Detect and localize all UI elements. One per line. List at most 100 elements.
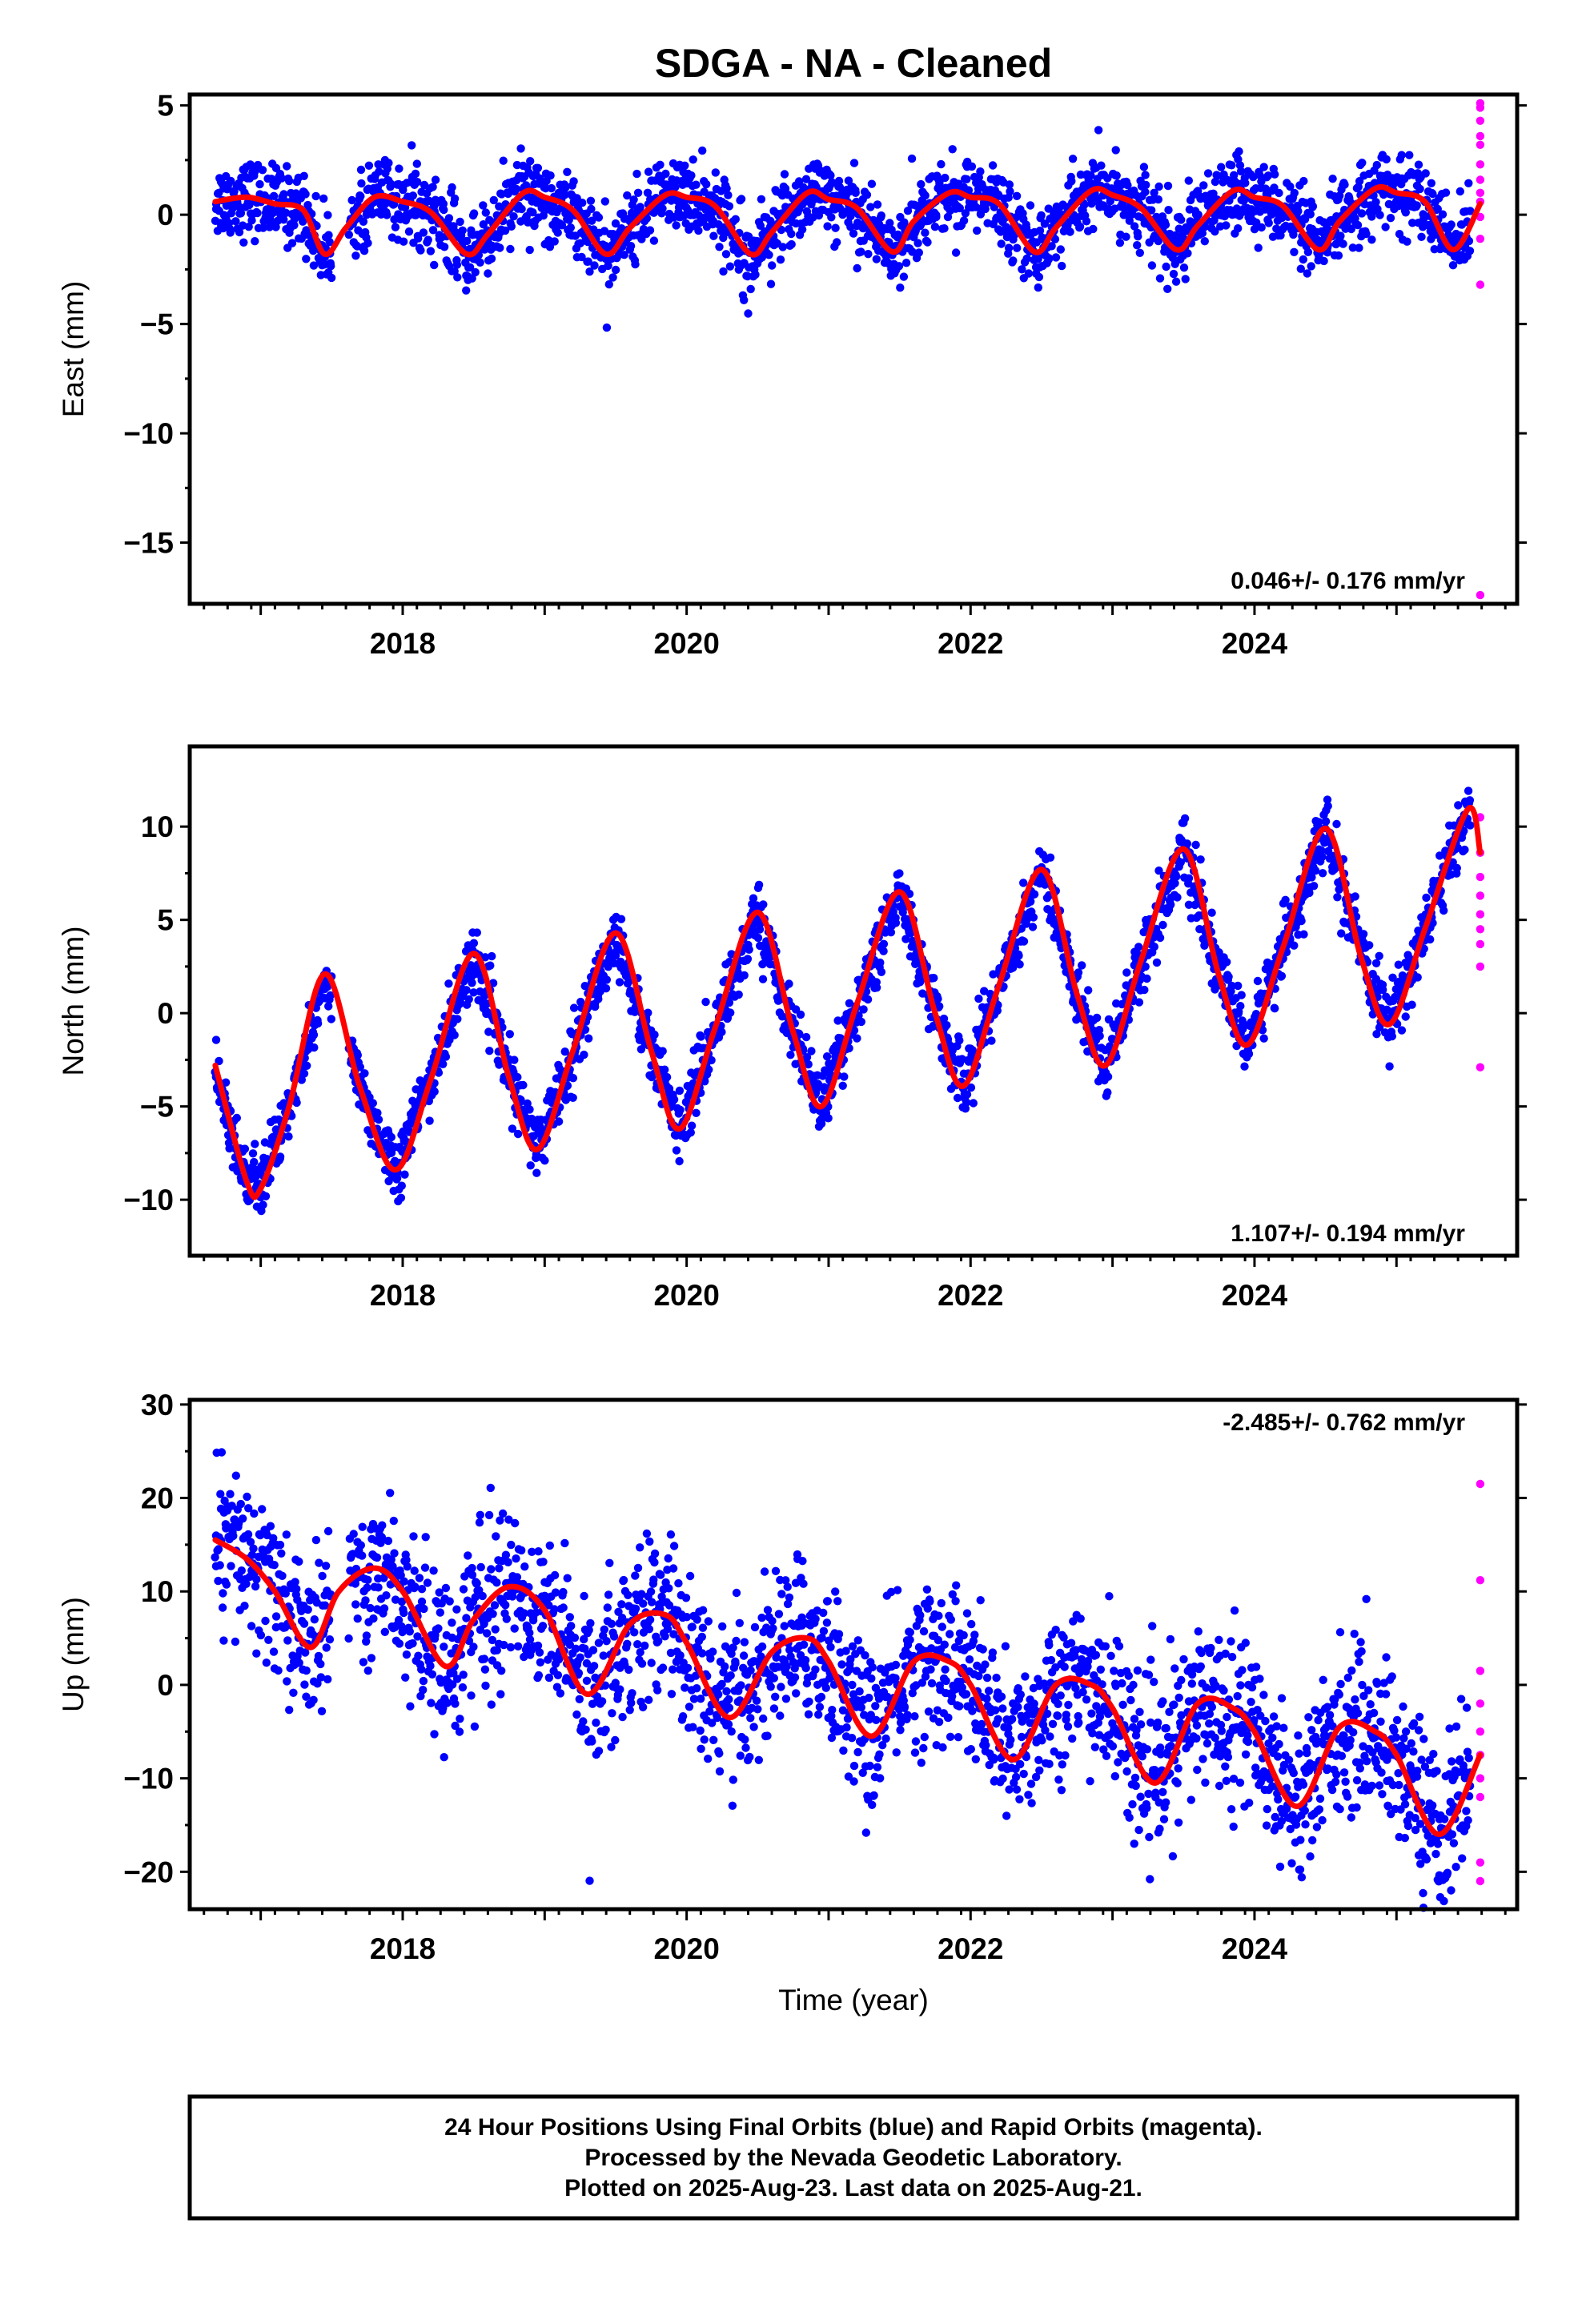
east-final-point <box>526 157 535 166</box>
x-tick-label: 2018 <box>370 627 436 660</box>
north-final-point <box>734 990 743 999</box>
north-final-point <box>1371 959 1381 968</box>
y-tick-label: 5 <box>157 90 174 123</box>
north-final-point <box>822 1052 832 1061</box>
north-final-point <box>353 1051 362 1059</box>
east-final-point <box>1135 248 1145 257</box>
east-rapid-point <box>1476 140 1485 149</box>
east-final-point <box>344 230 353 239</box>
east-final-point <box>698 146 707 155</box>
east-final-point <box>981 204 990 214</box>
east-final-point <box>1303 247 1313 256</box>
east-final-point <box>997 239 1006 248</box>
east-final-point <box>303 200 312 210</box>
north-final-point <box>872 983 881 992</box>
east-final-point <box>1405 151 1414 159</box>
north-final-point <box>505 1030 514 1039</box>
east-final-point <box>1421 169 1430 178</box>
up-final-point <box>222 1580 231 1589</box>
east-rapid-point <box>1476 188 1485 197</box>
north-final-point <box>1385 1062 1394 1071</box>
east-final-point <box>864 250 873 259</box>
east-final-point <box>1367 235 1376 244</box>
east-final-point <box>424 235 432 244</box>
east-final-point <box>283 162 291 171</box>
up-final-point <box>219 1589 227 1598</box>
east-final-point <box>1438 210 1447 219</box>
north-rapid-point <box>1476 962 1485 971</box>
east-final-point <box>644 167 653 176</box>
east-final-point <box>255 179 264 189</box>
north-final-point <box>662 1072 672 1082</box>
north-final-point <box>1028 923 1038 931</box>
east-final-point <box>440 243 449 251</box>
east-final-point <box>834 176 844 186</box>
east-final-point <box>1162 262 1170 271</box>
north-final-point <box>510 1055 519 1064</box>
up-final-point <box>302 1692 311 1701</box>
east-rapid-point <box>1476 280 1485 289</box>
east-final-point <box>479 220 488 229</box>
east-final-point <box>1066 227 1074 236</box>
east-final-point <box>722 184 731 193</box>
east-final-point <box>235 227 244 237</box>
east-final-point <box>481 208 490 217</box>
east-final-point <box>602 323 612 332</box>
up-final-point <box>318 1571 327 1581</box>
north-x-axis: 2018 2020 2022 2024 <box>203 1256 1507 1312</box>
east-final-point <box>1264 219 1273 227</box>
north-final-point <box>232 1113 241 1123</box>
east-final-point <box>462 286 471 295</box>
north-final-point <box>1244 1049 1254 1059</box>
north-final-point <box>450 1031 459 1039</box>
north-final-point <box>1277 971 1287 981</box>
east-rapid-point <box>1476 590 1485 600</box>
north-final-point <box>211 1035 221 1044</box>
up-final-point <box>226 1490 235 1498</box>
east-final-point <box>1125 216 1134 225</box>
east-final-point <box>489 195 498 205</box>
north-final-point <box>594 995 603 1003</box>
north-final-point <box>513 1072 522 1082</box>
up-final-point <box>317 1707 327 1715</box>
up-final-point <box>291 1578 299 1586</box>
east-final-point <box>271 223 280 231</box>
north-final-point <box>853 1034 861 1043</box>
up-final-point <box>283 1677 291 1686</box>
north-final-point <box>1321 817 1331 826</box>
east-final-point <box>626 242 636 251</box>
north-final-point <box>740 971 749 980</box>
north-rapid-point <box>1476 939 1485 949</box>
north-final-point <box>580 1050 588 1059</box>
north-final-point <box>859 1005 868 1014</box>
north-final-point <box>758 975 768 983</box>
y-tick-label: −15 <box>123 527 174 560</box>
east-final-point <box>1372 160 1382 170</box>
north-final-point <box>472 928 481 937</box>
north-final-point <box>1092 1013 1102 1023</box>
east-final-point <box>702 179 711 189</box>
east-final-point <box>1319 256 1328 266</box>
north-final-point <box>1401 1012 1410 1021</box>
north-final-point <box>675 1156 684 1166</box>
east-final-point <box>681 161 689 170</box>
east-final-point <box>424 196 434 206</box>
north-final-point <box>697 1032 705 1041</box>
east-final-point <box>319 194 328 203</box>
north-final-point <box>969 1099 978 1108</box>
north-final-point <box>513 1129 523 1139</box>
east-final-point <box>719 233 728 243</box>
north-final-point <box>1046 853 1055 862</box>
up-final-point <box>282 1530 291 1539</box>
north-rapid-point <box>1476 925 1485 934</box>
east-final-point <box>611 219 620 228</box>
east-final-point <box>658 204 667 213</box>
east-final-point <box>1141 187 1150 196</box>
east-final-point <box>913 239 922 247</box>
east-final-point <box>247 216 256 225</box>
east-final-point <box>826 171 835 180</box>
east-final-point <box>1164 206 1173 215</box>
north-final-point <box>368 1099 377 1108</box>
north-final-point <box>1413 973 1422 982</box>
